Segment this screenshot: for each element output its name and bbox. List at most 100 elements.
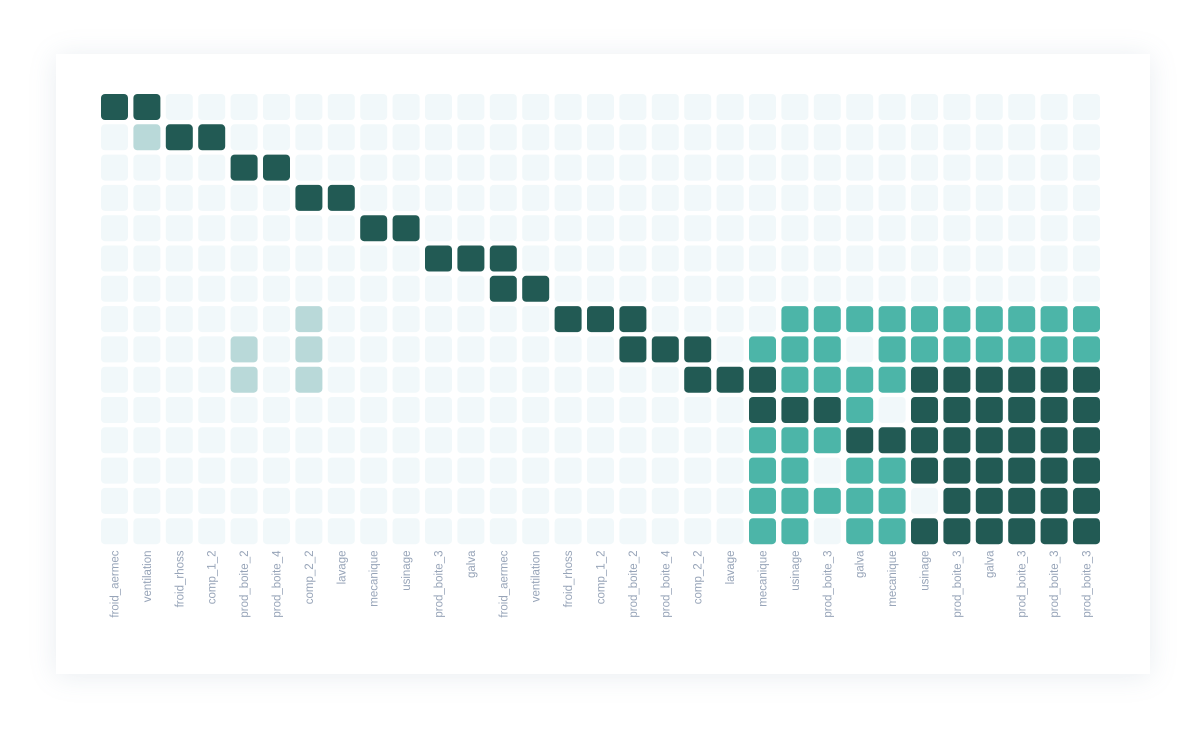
heatmap-cell xyxy=(684,124,712,151)
heatmap-cell xyxy=(360,215,388,242)
heatmap-cell xyxy=(1073,215,1100,242)
heatmap-cell xyxy=(489,245,517,272)
heatmap-cell xyxy=(489,215,517,242)
heatmap-cell xyxy=(619,154,647,181)
heatmap-cell xyxy=(295,245,323,272)
heatmap-cell xyxy=(489,275,517,302)
heatmap-cell xyxy=(554,184,582,211)
heatmap-cell xyxy=(392,457,420,484)
heatmap-cell xyxy=(165,184,193,211)
heatmap-cell xyxy=(1008,124,1036,151)
heatmap-cell xyxy=(327,215,355,242)
heatmap-cell xyxy=(975,487,1003,514)
x-axis-tick-labels: froid_aermec ventilation froid_rhoss comp_1… xyxy=(110,550,1094,618)
heatmap-cell xyxy=(651,184,679,211)
heatmap-cell xyxy=(684,275,712,302)
heatmap-cell xyxy=(878,397,906,423)
heatmap-cell xyxy=(911,397,938,423)
heatmap-cell xyxy=(846,124,874,151)
heatmap-cell xyxy=(943,275,971,302)
heatmap-cell xyxy=(1040,184,1068,211)
heatmap-cell xyxy=(425,124,452,151)
heatmap-cell xyxy=(263,275,290,302)
heatmap-cell xyxy=(327,245,355,272)
heatmap-cell xyxy=(587,275,614,302)
heatmap-cell xyxy=(781,397,809,423)
heatmap-cell xyxy=(522,245,550,272)
heatmap-cell xyxy=(327,366,355,393)
heatmap-cell xyxy=(457,366,485,393)
heatmap-cell xyxy=(392,154,420,181)
heatmap-cell xyxy=(1008,215,1036,242)
heatmap-cell xyxy=(846,245,874,272)
heatmap-cell xyxy=(198,184,226,211)
heatmap-cell xyxy=(651,397,679,423)
heatmap-cell xyxy=(1073,336,1100,363)
heatmap-cell xyxy=(587,427,614,454)
heatmap-cell xyxy=(230,427,258,454)
heatmap-cell xyxy=(619,184,647,211)
heatmap-cell xyxy=(554,94,582,120)
heatmap-cell xyxy=(522,427,550,454)
heatmap-cell xyxy=(392,215,420,242)
heatmap-cell xyxy=(360,94,388,120)
heatmap-cell xyxy=(1040,94,1068,120)
heatmap-cell xyxy=(522,397,550,423)
heatmap-cell xyxy=(943,427,971,454)
heatmap-cell xyxy=(781,94,809,120)
heatmap-cell xyxy=(392,336,420,363)
heatmap-cell xyxy=(425,336,452,363)
heatmap-cell xyxy=(360,397,388,423)
heatmap-cell xyxy=(716,427,744,454)
heatmap-cell xyxy=(101,154,128,181)
heatmap-cell xyxy=(813,457,841,484)
heatmap-cell xyxy=(684,306,712,333)
heatmap-cell xyxy=(263,518,290,545)
heatmap-cell xyxy=(360,184,388,211)
heatmap-cell xyxy=(133,427,161,454)
heatmap-cell xyxy=(846,275,874,302)
heatmap-cell xyxy=(749,336,776,363)
heatmap-cell xyxy=(1008,94,1036,120)
heatmap-cell xyxy=(975,154,1003,181)
heatmap-cell xyxy=(813,184,841,211)
heatmap-cell xyxy=(878,154,906,181)
heatmap-cell xyxy=(781,124,809,151)
heatmap-cell xyxy=(522,94,550,120)
heatmap-cell xyxy=(133,124,161,151)
heatmap-cell xyxy=(813,427,841,454)
x-tick-label: usinage xyxy=(920,551,932,591)
heatmap-cell xyxy=(360,366,388,393)
heatmap-cell xyxy=(198,94,226,120)
heatmap-cell xyxy=(554,306,582,333)
heatmap-cell xyxy=(1073,184,1100,211)
heatmap-cell xyxy=(619,366,647,393)
heatmap-cell xyxy=(619,215,647,242)
heatmap-cell xyxy=(651,94,679,120)
heatmap-cell xyxy=(716,245,744,272)
heatmap-cell xyxy=(813,215,841,242)
heatmap-cell xyxy=(295,518,323,545)
heatmap-cell xyxy=(554,427,582,454)
heatmap-cell xyxy=(587,397,614,423)
heatmap-cell xyxy=(165,457,193,484)
heatmap-cell xyxy=(457,275,485,302)
heatmap-cell xyxy=(684,215,712,242)
heatmap-cell xyxy=(716,518,744,545)
heatmap-cell xyxy=(813,366,841,393)
x-tick-label: galva xyxy=(855,550,867,578)
heatmap-cell xyxy=(522,184,550,211)
heatmap-cell xyxy=(749,306,776,333)
heatmap-cell xyxy=(392,245,420,272)
heatmap-cell xyxy=(911,336,938,363)
heatmap-cell xyxy=(1073,154,1100,181)
heatmap-cell xyxy=(1073,457,1100,484)
heatmap-cell xyxy=(651,518,679,545)
heatmap-cell xyxy=(749,457,776,484)
heatmap-cell xyxy=(781,487,809,514)
heatmap-cell xyxy=(684,457,712,484)
heatmap-cell xyxy=(392,518,420,545)
heatmap-cell xyxy=(489,306,517,333)
heatmap-cell xyxy=(489,124,517,151)
heatmap-cell xyxy=(1008,184,1036,211)
